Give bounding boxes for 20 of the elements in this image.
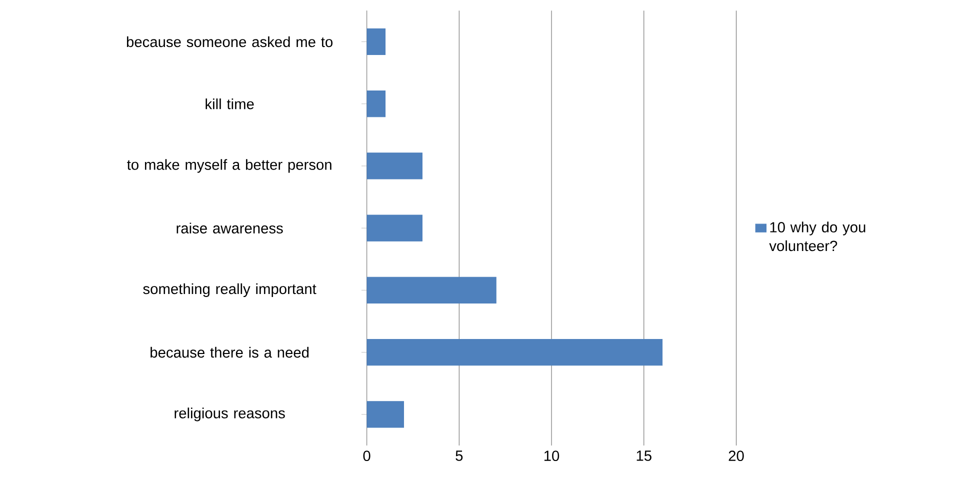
bar — [366, 152, 422, 180]
bar — [366, 338, 663, 366]
bar — [366, 28, 386, 55]
x-tick-label: 20 — [728, 450, 744, 461]
x-tick-label: 5 — [456, 450, 463, 461]
bar — [366, 276, 496, 304]
bar — [366, 90, 386, 117]
bar — [366, 400, 404, 428]
x-tick-label: 0 — [363, 450, 370, 461]
y-tick-label: raise awareness — [176, 222, 283, 234]
y-tick-label: kill time — [206, 98, 254, 109]
y-tick-label: to make myself a better person — [127, 158, 332, 173]
y-tick-label: something really important — [143, 283, 316, 297]
y-tick-label: because there is a need — [150, 346, 309, 358]
bar — [366, 214, 422, 242]
x-tick-label: 10 — [544, 450, 560, 461]
x-tick-label: 15 — [636, 450, 652, 461]
y-tick-label: because someone asked me to — [126, 36, 332, 47]
legend-label: 10 why do you volunteer? — [769, 221, 866, 251]
y-tick-label: religious reasons — [174, 407, 285, 422]
